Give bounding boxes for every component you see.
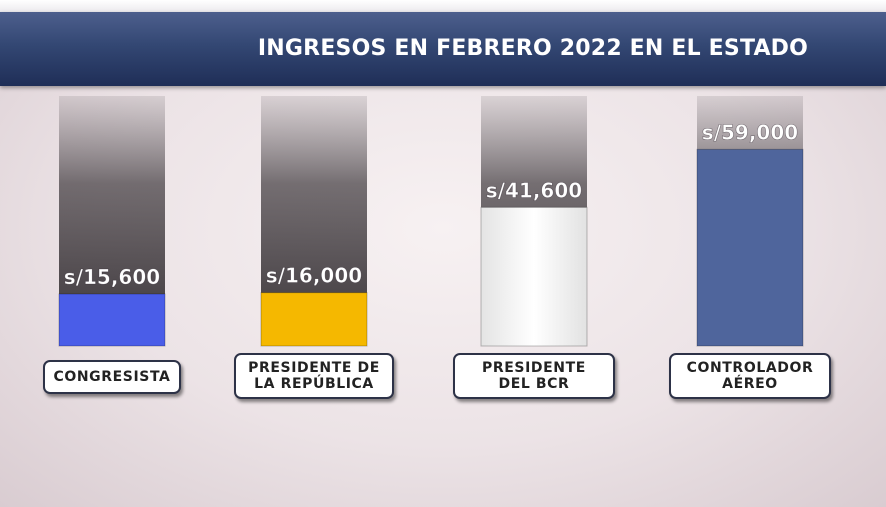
bar-value-label: s/59,000 — [702, 120, 798, 144]
bar — [696, 148, 804, 347]
bar-value-label: s/41,600 — [486, 178, 582, 202]
bar — [58, 293, 166, 347]
title-banner: INGRESOS EN FEBRERO 2022 EN EL ESTADO — [0, 12, 886, 86]
bar-value-label: s/16,000 — [266, 264, 362, 288]
bar — [260, 292, 368, 347]
top-strip — [0, 0, 886, 12]
category-label: PRESIDENTE DE LA REPÚBLICA — [234, 353, 394, 399]
category-label: PRESIDENTE DEL BCR — [453, 353, 615, 399]
chart-title: INGRESOS EN FEBRERO 2022 EN EL ESTADO — [257, 36, 809, 61]
bar-value-label: s/15,600 — [64, 265, 160, 289]
bar — [480, 206, 588, 347]
category-label: CONGRESISTA — [43, 360, 181, 394]
category-label: CONTROLADOR AÉREO — [669, 353, 831, 399]
